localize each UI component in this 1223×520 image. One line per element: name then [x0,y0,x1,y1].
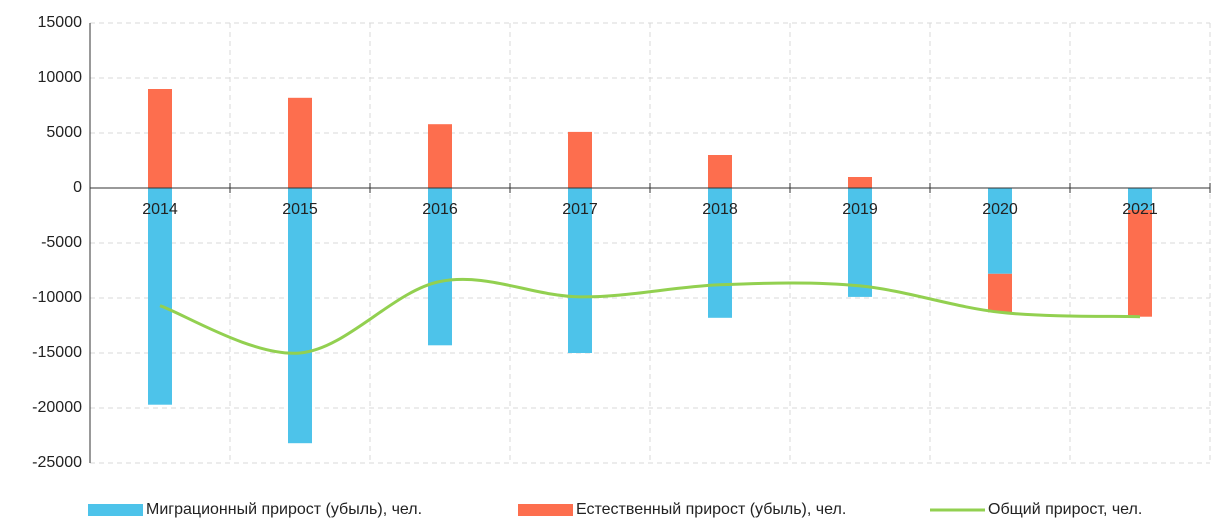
y-tick-label: -5000 [41,234,82,251]
legend-swatch [88,504,143,516]
y-tick-label: 0 [73,179,82,196]
x-tick-label: 2016 [422,201,458,218]
bar [288,97,312,188]
x-tick-label: 2018 [702,201,738,218]
bar [988,188,1012,274]
line [159,277,1141,355]
x-tick-label: 2019 [842,201,878,218]
bar [708,155,732,188]
bar [1128,210,1152,317]
bar [428,124,452,188]
legend-label: Естественный прирост (убыль), чел. [576,501,846,518]
y-tick-label: -20000 [32,399,82,416]
legend-label: Общий прирост, чел. [988,501,1142,518]
bar [708,188,732,318]
y-tick-label: 10000 [38,69,83,86]
y-tick-label: -25000 [32,454,82,471]
legend-label: Миграционный прирост (убыль), чел. [146,501,422,518]
y-tick-label: 5000 [46,124,82,141]
bar [1128,188,1152,210]
x-tick-label: 2020 [982,201,1018,218]
bar [428,188,452,346]
y-tick-label: -15000 [32,344,82,361]
y-tick-label: -10000 [32,289,82,306]
x-tick-label: 2014 [142,201,178,218]
y-tick-label: 15000 [38,14,83,31]
bar [568,188,592,353]
bar [848,188,872,297]
x-tick-label: 2017 [562,201,598,218]
x-tick-label: 2021 [1122,201,1158,218]
x-tick-label: 2015 [282,201,318,218]
bar [288,188,312,444]
bar [848,177,872,188]
bar [148,89,172,188]
bar [568,131,592,188]
bar [148,188,172,405]
legend-swatch [518,504,573,516]
bar [988,273,1012,313]
